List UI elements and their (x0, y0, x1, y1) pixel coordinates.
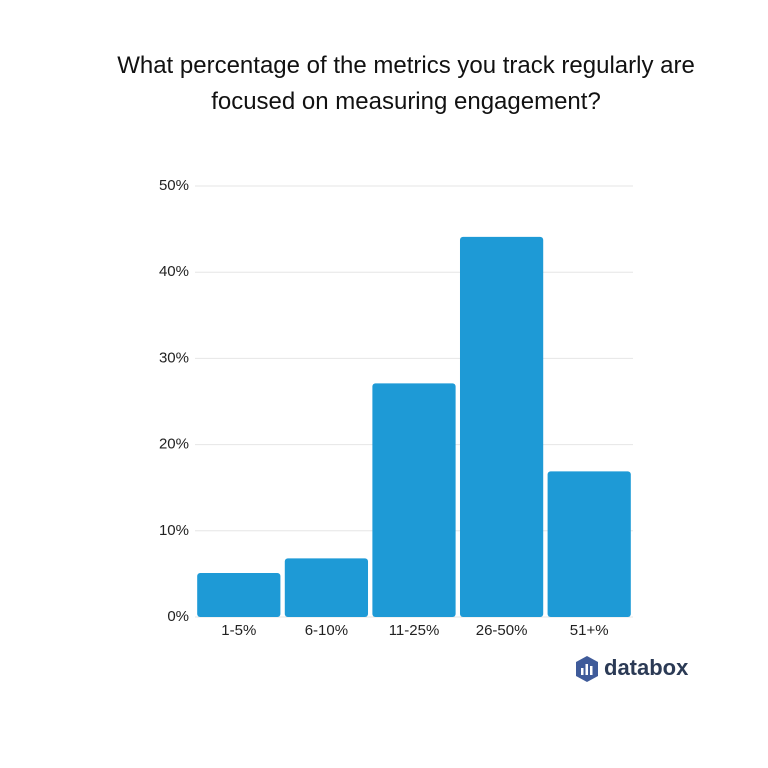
y-tick-label: 40% (159, 263, 189, 280)
bar (547, 471, 631, 617)
y-tick-label: 10% (159, 522, 189, 539)
x-tick-label: 1-5% (221, 622, 256, 639)
chart-title: What percentage of the metrics you track… (117, 52, 695, 115)
bar (284, 558, 369, 617)
bar (459, 236, 544, 617)
bar (372, 383, 456, 617)
y-tick-label: 20% (159, 436, 189, 453)
y-tick-label: 50% (159, 177, 189, 194)
logo-bar (585, 664, 588, 675)
bar (197, 573, 281, 617)
brand-name: databox (604, 655, 689, 680)
y-tick-label: 30% (159, 349, 189, 366)
brand-logo: databox (576, 655, 689, 682)
logo-bar (590, 666, 593, 675)
x-tick-label: 51+% (570, 622, 609, 639)
logo-bar (581, 668, 584, 675)
y-tick-label: 0% (167, 608, 189, 625)
x-tick-label: 11-25% (389, 622, 440, 639)
x-tick-label: 6-10% (305, 622, 348, 639)
x-tick-label: 26-50% (476, 622, 528, 639)
